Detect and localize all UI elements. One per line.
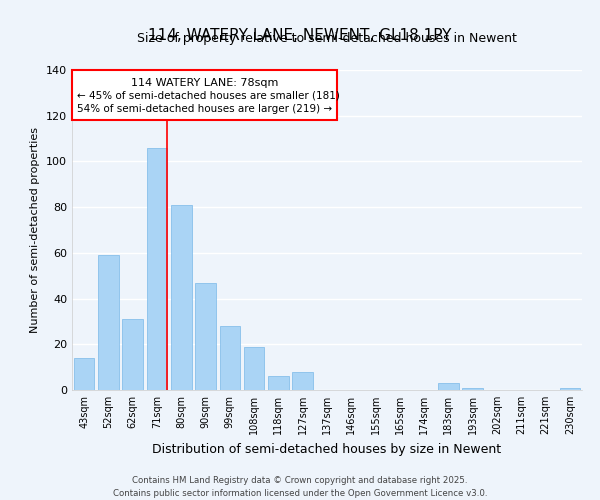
Bar — [98, 255, 119, 390]
Bar — [244, 346, 265, 390]
Text: 114, WATERY LANE, NEWENT, GL18 1PY: 114, WATERY LANE, NEWENT, GL18 1PY — [148, 28, 452, 42]
Y-axis label: Number of semi-detached properties: Number of semi-detached properties — [31, 127, 40, 333]
Bar — [463, 388, 483, 390]
Bar — [195, 282, 216, 390]
Text: 114 WATERY LANE: 78sqm: 114 WATERY LANE: 78sqm — [131, 78, 278, 88]
Bar — [74, 358, 94, 390]
Title: Size of property relative to semi-detached houses in Newent: Size of property relative to semi-detach… — [137, 32, 517, 45]
Bar — [171, 205, 191, 390]
Bar — [268, 376, 289, 390]
Bar — [220, 326, 240, 390]
Text: Contains public sector information licensed under the Open Government Licence v3: Contains public sector information licen… — [113, 489, 487, 498]
Bar — [438, 383, 459, 390]
Text: 54% of semi-detached houses are larger (219) →: 54% of semi-detached houses are larger (… — [77, 104, 332, 114]
FancyBboxPatch shape — [72, 70, 337, 119]
X-axis label: Distribution of semi-detached houses by size in Newent: Distribution of semi-detached houses by … — [152, 442, 502, 456]
Text: Contains HM Land Registry data © Crown copyright and database right 2025.: Contains HM Land Registry data © Crown c… — [132, 476, 468, 485]
Bar — [146, 148, 167, 390]
Text: ← 45% of semi-detached houses are smaller (181): ← 45% of semi-detached houses are smalle… — [77, 91, 340, 101]
Bar — [292, 372, 313, 390]
Bar — [122, 319, 143, 390]
Bar — [560, 388, 580, 390]
